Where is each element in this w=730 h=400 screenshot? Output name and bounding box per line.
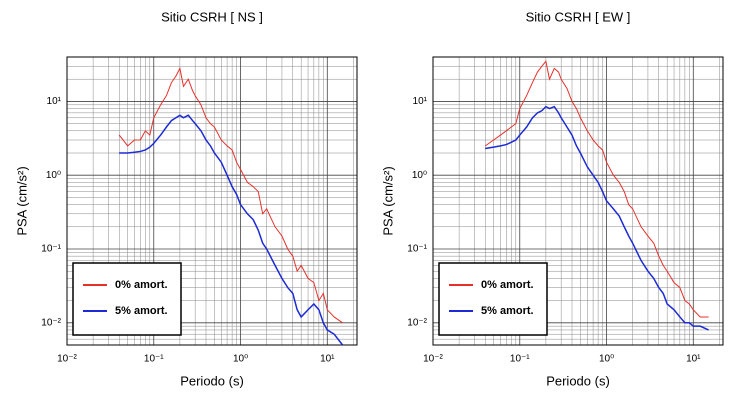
legend-label: 0% amort. <box>481 279 534 291</box>
x-tick-label: 10⁰ <box>599 354 614 365</box>
x-tick-label: 10⁻¹ <box>510 354 530 365</box>
chart-title: Sitio CSRH [ EW ] <box>526 9 631 24</box>
y-tick-label: 10⁰ <box>412 170 427 181</box>
y-tick-label: 10⁻² <box>41 317 61 328</box>
plot-frame <box>66 56 358 346</box>
chart-title: Sitio CSRH [ NS ] <box>161 9 263 24</box>
series-line <box>118 66 343 324</box>
y-tick-label: 10⁻¹ <box>41 244 61 255</box>
x-axis-label: Periodo (s) <box>180 373 244 388</box>
series-line <box>119 114 344 346</box>
y-tick-label: 10⁻² <box>407 317 427 328</box>
x-tick-label: 10⁻¹ <box>144 354 164 365</box>
legend-label: 0% amort. <box>115 279 168 291</box>
x-tick-label: 10⁻² <box>423 354 443 365</box>
x-tick-label: 10⁻² <box>57 354 77 365</box>
y-axis-label: PSA (cm/s²) <box>380 166 395 235</box>
y-axis-label: PSA (cm/s²) <box>14 166 29 235</box>
y-tick-label: 10¹ <box>413 96 428 107</box>
x-tick-label: 10¹ <box>686 354 701 365</box>
x-tick-label: 10¹ <box>320 354 335 365</box>
y-tick-label: 10⁻¹ <box>407 244 427 255</box>
legend-label: 5% amort. <box>115 305 168 317</box>
y-tick-label: 10⁰ <box>46 170 61 181</box>
y-tick-label: 10¹ <box>47 96 62 107</box>
legend-label: 5% amort. <box>481 305 534 317</box>
x-tick-label: 10⁰ <box>233 354 248 365</box>
series-line <box>485 105 709 331</box>
plot-frame <box>432 56 724 346</box>
series-line <box>484 60 709 318</box>
legend-box <box>438 262 548 336</box>
x-axis-label: Periodo (s) <box>546 373 610 388</box>
legend-box <box>72 262 182 336</box>
